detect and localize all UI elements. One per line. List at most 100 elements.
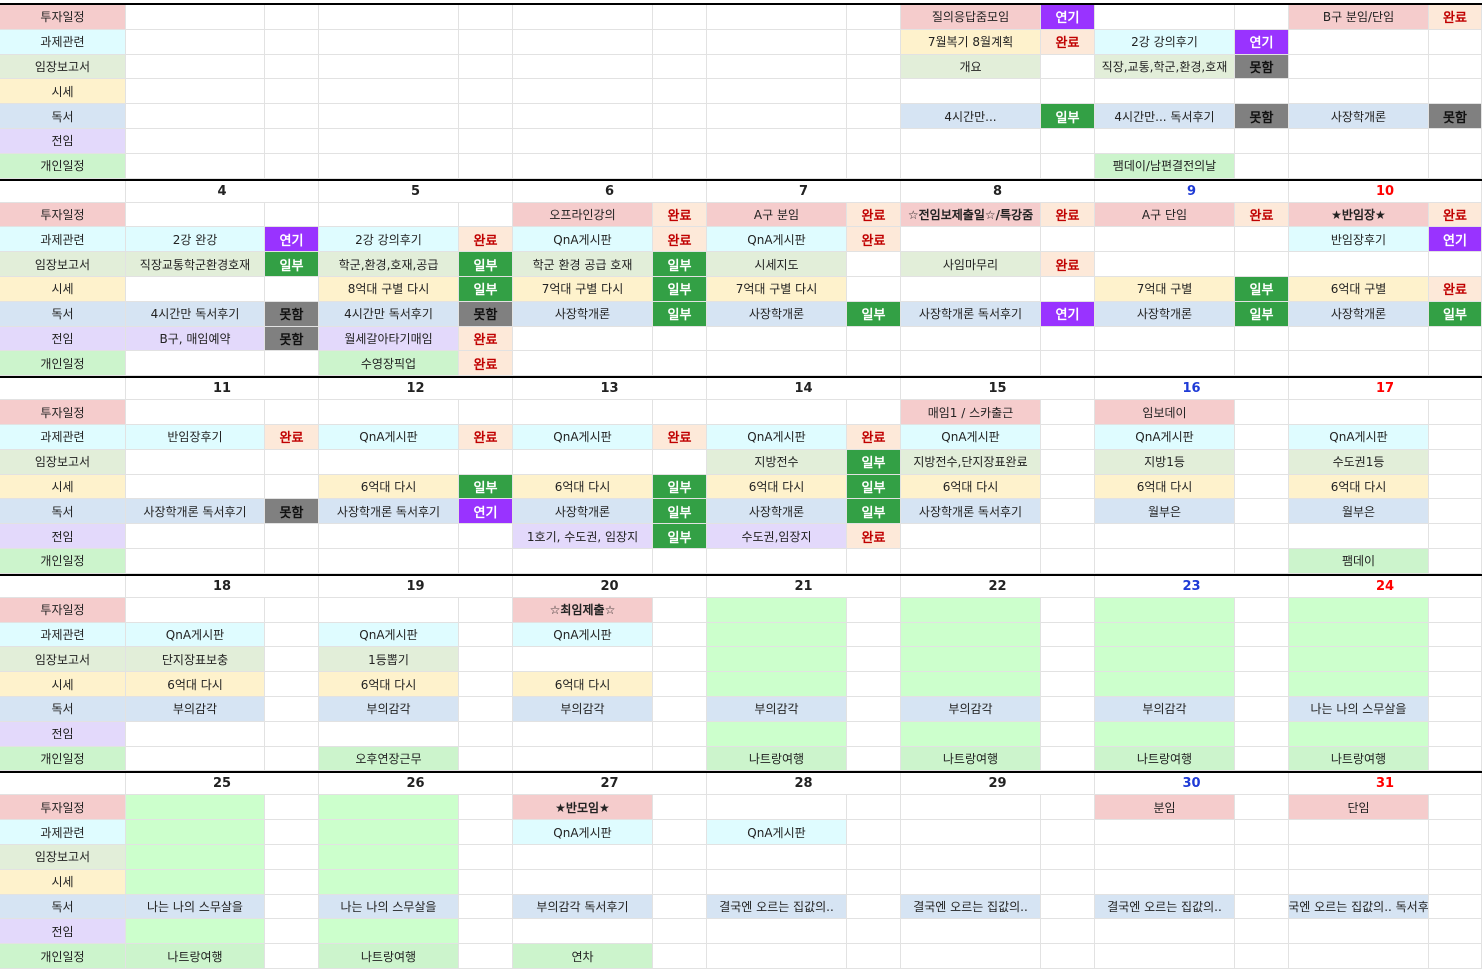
empty-cell[interactable]	[1289, 647, 1429, 673]
status-partial[interactable]: 일부	[459, 277, 513, 302]
schedule-cell[interactable]: 반임장후기	[1289, 227, 1429, 253]
schedule-cell[interactable]: 임보데이	[1095, 400, 1235, 425]
empty-cell[interactable]	[1095, 351, 1235, 377]
schedule-cell[interactable]: 팸데이	[1289, 549, 1429, 574]
empty-cell[interactable]	[653, 919, 707, 945]
empty-cell[interactable]	[1095, 944, 1235, 969]
empty-cell[interactable]	[707, 721, 847, 747]
empty-cell[interactable]	[653, 672, 707, 697]
status-failed[interactable]: 못함	[459, 301, 513, 327]
row-label[interactable]: 임장보고서	[0, 252, 126, 277]
date-header[interactable]: 5	[319, 180, 513, 203]
status-done[interactable]: 완료	[847, 524, 901, 549]
empty-cell[interactable]	[653, 845, 707, 870]
empty-cell[interactable]	[265, 29, 319, 55]
empty-cell[interactable]	[901, 597, 1041, 623]
empty-cell[interactable]	[319, 5, 459, 30]
empty-cell[interactable]	[901, 647, 1041, 673]
empty-cell[interactable]	[1289, 252, 1429, 277]
empty-cell[interactable]	[901, 919, 1041, 945]
status-partial[interactable]: 일부	[847, 449, 901, 475]
status-failed[interactable]: 못함	[265, 326, 319, 352]
empty-cell[interactable]	[1289, 721, 1429, 747]
schedule-cell[interactable]: QnA게시판	[707, 820, 847, 845]
schedule-cell[interactable]: 6억대 다시	[1289, 474, 1429, 500]
empty-cell[interactable]	[513, 79, 653, 105]
empty-cell[interactable]	[847, 153, 901, 179]
schedule-cell[interactable]: 나트랑여행	[707, 746, 847, 772]
empty-cell[interactable]	[1289, 944, 1429, 969]
empty-cell[interactable]	[1235, 524, 1289, 549]
empty-cell[interactable]	[707, 845, 847, 870]
empty-cell[interactable]	[459, 524, 513, 549]
status-done[interactable]: 완료	[265, 425, 319, 450]
empty-cell[interactable]	[653, 597, 707, 623]
status-done[interactable]: 완료	[847, 425, 901, 450]
empty-cell[interactable]	[265, 202, 319, 228]
empty-cell[interactable]	[653, 104, 707, 129]
schedule-cell[interactable]: 월부은	[1289, 499, 1429, 525]
empty-cell[interactable]	[459, 894, 513, 920]
empty-cell[interactable]	[126, 153, 265, 179]
row-label[interactable]: 전임	[0, 524, 126, 549]
empty-cell[interactable]	[847, 919, 901, 945]
empty-cell[interactable]	[1041, 524, 1095, 549]
schedule-cell[interactable]: 월부은	[1095, 499, 1235, 525]
empty-cell[interactable]	[707, 400, 847, 425]
status-done[interactable]: 완료	[459, 326, 513, 352]
schedule-cell[interactable]: 사장학개론	[513, 301, 653, 327]
date-header[interactable]: 12	[319, 378, 513, 401]
empty-cell[interactable]	[1289, 820, 1429, 845]
schedule-cell[interactable]: ☆전임보제출일☆/특강줌	[901, 202, 1041, 228]
schedule-cell[interactable]: 결국엔 오르는 집값의.. 독서후기	[1289, 894, 1429, 920]
empty-cell[interactable]	[847, 894, 901, 920]
schedule-cell[interactable]: QnA게시판	[126, 622, 265, 648]
empty-cell[interactable]	[1235, 721, 1289, 747]
empty-cell[interactable]	[653, 79, 707, 105]
schedule-cell[interactable]: 지방전수	[707, 449, 847, 475]
schedule-cell[interactable]: 부의감각	[1095, 697, 1235, 722]
status-done[interactable]: 완료	[847, 227, 901, 253]
empty-cell[interactable]	[513, 549, 653, 574]
date-header[interactable]: 10	[1289, 180, 1482, 203]
row-label[interactable]: 독서	[0, 499, 126, 525]
empty-cell[interactable]	[653, 944, 707, 969]
empty-cell[interactable]	[901, 795, 1041, 821]
schedule-cell[interactable]: 6억대 다시	[126, 672, 265, 697]
empty-cell[interactable]	[459, 672, 513, 697]
empty-cell[interactable]	[459, 400, 513, 425]
empty-cell[interactable]	[265, 351, 319, 377]
empty-cell[interactable]	[265, 944, 319, 969]
empty-cell[interactable]	[265, 474, 319, 500]
status-postponed[interactable]: 연기	[265, 227, 319, 253]
empty-cell[interactable]	[126, 845, 265, 870]
row-label[interactable]: 과제관련	[0, 820, 126, 845]
empty-cell[interactable]	[1429, 449, 1482, 475]
status-partial[interactable]: 일부	[459, 252, 513, 277]
empty-cell[interactable]	[1235, 425, 1289, 450]
schedule-cell[interactable]: 2강 강의후기	[319, 227, 459, 253]
row-label[interactable]: 전임	[0, 129, 126, 154]
row-label[interactable]: 개인일정	[0, 746, 126, 772]
schedule-cell[interactable]: 7억대 구별 다시	[513, 277, 653, 302]
row-label[interactable]: 과제관련	[0, 425, 126, 450]
empty-cell[interactable]	[901, 549, 1041, 574]
status-partial[interactable]: 일부	[1235, 277, 1289, 302]
empty-cell[interactable]	[1235, 894, 1289, 920]
empty-cell[interactable]	[1041, 474, 1095, 500]
empty-cell[interactable]	[459, 721, 513, 747]
status-done[interactable]: 완료	[847, 202, 901, 228]
empty-cell[interactable]	[459, 449, 513, 475]
empty-cell[interactable]	[513, 29, 653, 55]
date-header-blank[interactable]	[0, 180, 126, 203]
empty-cell[interactable]	[265, 721, 319, 747]
schedule-cell[interactable]: 수도권,임장지	[707, 524, 847, 549]
date-header[interactable]: 24	[1289, 575, 1482, 598]
empty-cell[interactable]	[1429, 425, 1482, 450]
empty-cell[interactable]	[459, 944, 513, 969]
schedule-cell[interactable]: 6억대 다시	[513, 672, 653, 697]
empty-cell[interactable]	[1429, 351, 1482, 377]
schedule-cell[interactable]: ★반임장★	[1289, 202, 1429, 228]
empty-cell[interactable]	[707, 597, 847, 623]
empty-cell[interactable]	[1429, 845, 1482, 870]
